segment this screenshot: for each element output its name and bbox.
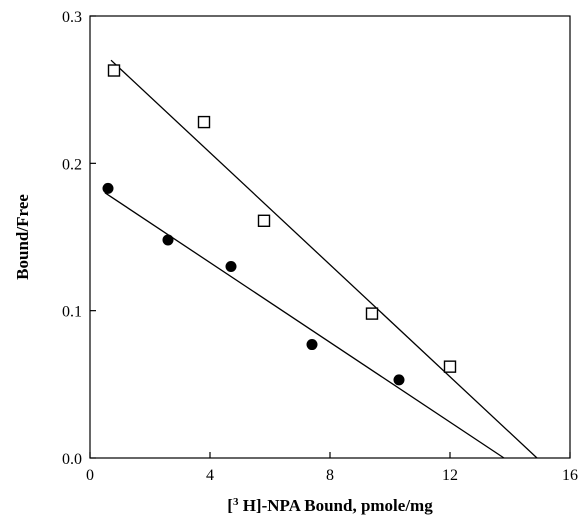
plot-frame — [89, 15, 571, 459]
circle-marker — [102, 182, 114, 194]
square-marker — [257, 214, 271, 227]
axis-ticks: 0 4 8 12 16 0.0 0.1 0.2 0.3 — [62, 9, 578, 484]
square-marker — [443, 360, 457, 373]
x-axis-title-pre: [ — [227, 496, 233, 515]
circle-marker — [306, 339, 318, 351]
square-marker — [197, 115, 211, 129]
x-tick-label: 4 — [206, 467, 214, 484]
x-tick-label: 0 — [86, 467, 94, 484]
square-marker — [107, 64, 121, 77]
circle-marker — [162, 234, 174, 246]
x-axis-title: [3 H]-NPA Bound, pmole/mg — [227, 496, 433, 515]
square-marker — [365, 307, 379, 320]
circle-marker — [393, 374, 405, 386]
x-tick-label: 16 — [562, 467, 578, 484]
y-tick-label: 0.0 — [62, 451, 82, 468]
y-axis-title: Bound/Free — [13, 194, 32, 280]
y-tick-label: 0.2 — [62, 156, 82, 173]
y-tick-label: 0.3 — [62, 9, 82, 26]
x-tick-label: 12 — [442, 467, 458, 484]
fit-lines — [104, 59, 538, 459]
x-tick-label: 8 — [326, 467, 334, 484]
y-tick-label: 0.1 — [62, 304, 82, 321]
x-axis-title-post: H]-NPA Bound, pmole/mg — [238, 496, 433, 515]
fit-line-0 — [110, 59, 538, 459]
x-axis-title-sup: 3 — [233, 496, 239, 508]
data-points — [102, 64, 457, 386]
circle-marker — [225, 260, 237, 272]
fit-line-1 — [104, 192, 505, 459]
